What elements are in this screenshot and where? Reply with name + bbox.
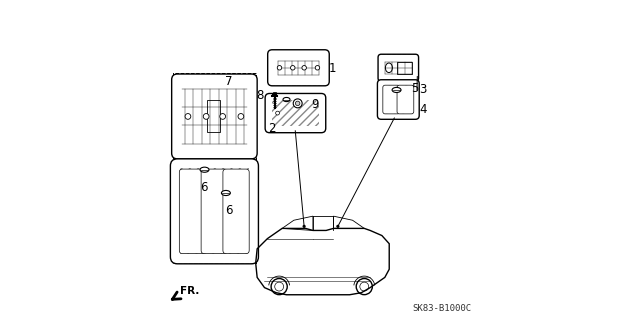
Text: 6: 6 [200, 181, 207, 194]
Ellipse shape [200, 167, 209, 172]
Bar [268, 96, 323, 131]
Circle shape [316, 65, 320, 70]
Ellipse shape [283, 98, 290, 102]
Text: 1: 1 [329, 62, 337, 75]
Bar [379, 54, 417, 118]
FancyBboxPatch shape [170, 159, 259, 264]
Bar [271, 51, 326, 85]
Text: SK83-B1000C: SK83-B1000C [412, 304, 472, 313]
Bar [397, 62, 412, 74]
Text: FR.: FR. [180, 286, 199, 296]
Circle shape [276, 111, 280, 115]
Ellipse shape [385, 63, 392, 73]
Text: 9: 9 [311, 98, 319, 111]
Circle shape [302, 65, 307, 70]
Circle shape [293, 99, 302, 108]
FancyBboxPatch shape [223, 169, 249, 254]
Bar [180, 168, 249, 254]
FancyBboxPatch shape [265, 93, 326, 133]
Text: 6: 6 [225, 204, 233, 217]
Bar [383, 85, 413, 114]
Circle shape [185, 114, 191, 119]
Bar [207, 100, 220, 132]
Circle shape [303, 225, 306, 228]
Circle shape [296, 101, 300, 106]
FancyBboxPatch shape [172, 74, 257, 159]
Circle shape [220, 114, 225, 119]
Circle shape [238, 114, 244, 119]
FancyBboxPatch shape [378, 80, 419, 119]
Text: 3: 3 [420, 84, 427, 96]
FancyBboxPatch shape [201, 169, 227, 254]
Circle shape [277, 65, 282, 70]
FancyBboxPatch shape [397, 85, 414, 114]
FancyBboxPatch shape [268, 50, 329, 86]
Text: 2: 2 [268, 122, 276, 135]
Circle shape [204, 114, 209, 119]
FancyBboxPatch shape [179, 169, 205, 254]
Ellipse shape [392, 87, 401, 93]
Text: 4: 4 [420, 103, 427, 115]
Circle shape [291, 65, 295, 70]
Text: 8: 8 [256, 89, 263, 102]
Text: 5: 5 [412, 82, 419, 95]
Ellipse shape [221, 190, 230, 196]
Text: 7: 7 [225, 75, 233, 88]
Bar [173, 73, 256, 263]
FancyBboxPatch shape [378, 54, 419, 81]
Circle shape [336, 225, 339, 228]
Bar [271, 100, 319, 126]
FancyBboxPatch shape [383, 85, 399, 114]
